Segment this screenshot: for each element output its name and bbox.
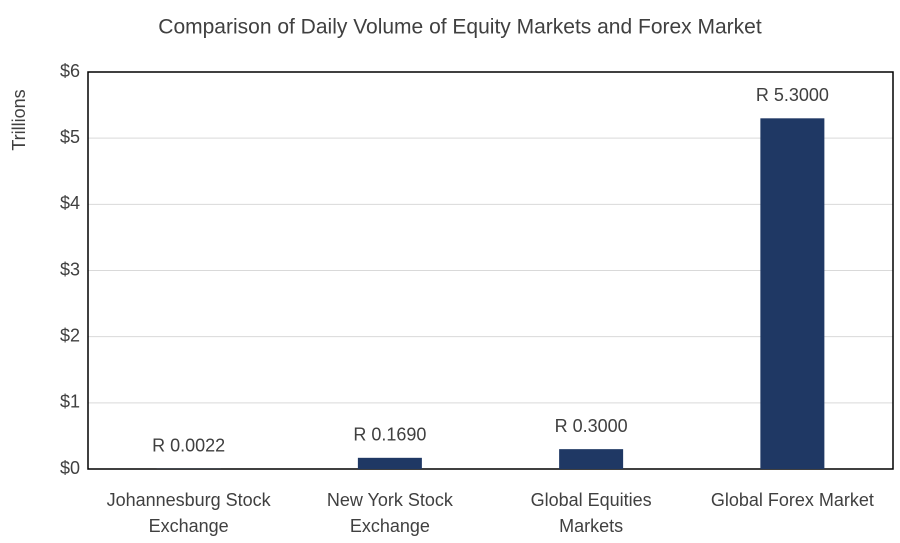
value-label: R 0.1690: [353, 425, 426, 445]
y-tick-label: $5: [60, 127, 80, 147]
value-label: R 0.0022: [152, 436, 225, 456]
value-label: R 0.3000: [555, 416, 628, 436]
plot-frame: [87, 71, 894, 470]
x-tick-label: Global Forex Market: [710, 490, 874, 510]
bar: [760, 118, 825, 470]
x-tick-label: Global Equities Markets: [530, 490, 652, 536]
y-tick-label: $2: [60, 325, 80, 345]
y-tick-label: $4: [60, 193, 80, 213]
chart-title: Comparison of Daily Volume of Equity Mar…: [158, 16, 762, 39]
x-tick-label: Johannesburg Stock Exchange: [106, 490, 271, 536]
y-tick-label: $1: [60, 392, 80, 412]
value-label: R 5.3000: [756, 85, 829, 105]
bar: [357, 457, 422, 469]
bar: [559, 449, 624, 469]
y-axis-label: Trillions: [9, 89, 29, 150]
y-tick-label: $6: [60, 61, 80, 81]
x-tick-label: New York Stock Exchange: [326, 490, 453, 536]
y-tick-label: $3: [60, 259, 80, 279]
y-tick-label: $0: [60, 458, 80, 478]
